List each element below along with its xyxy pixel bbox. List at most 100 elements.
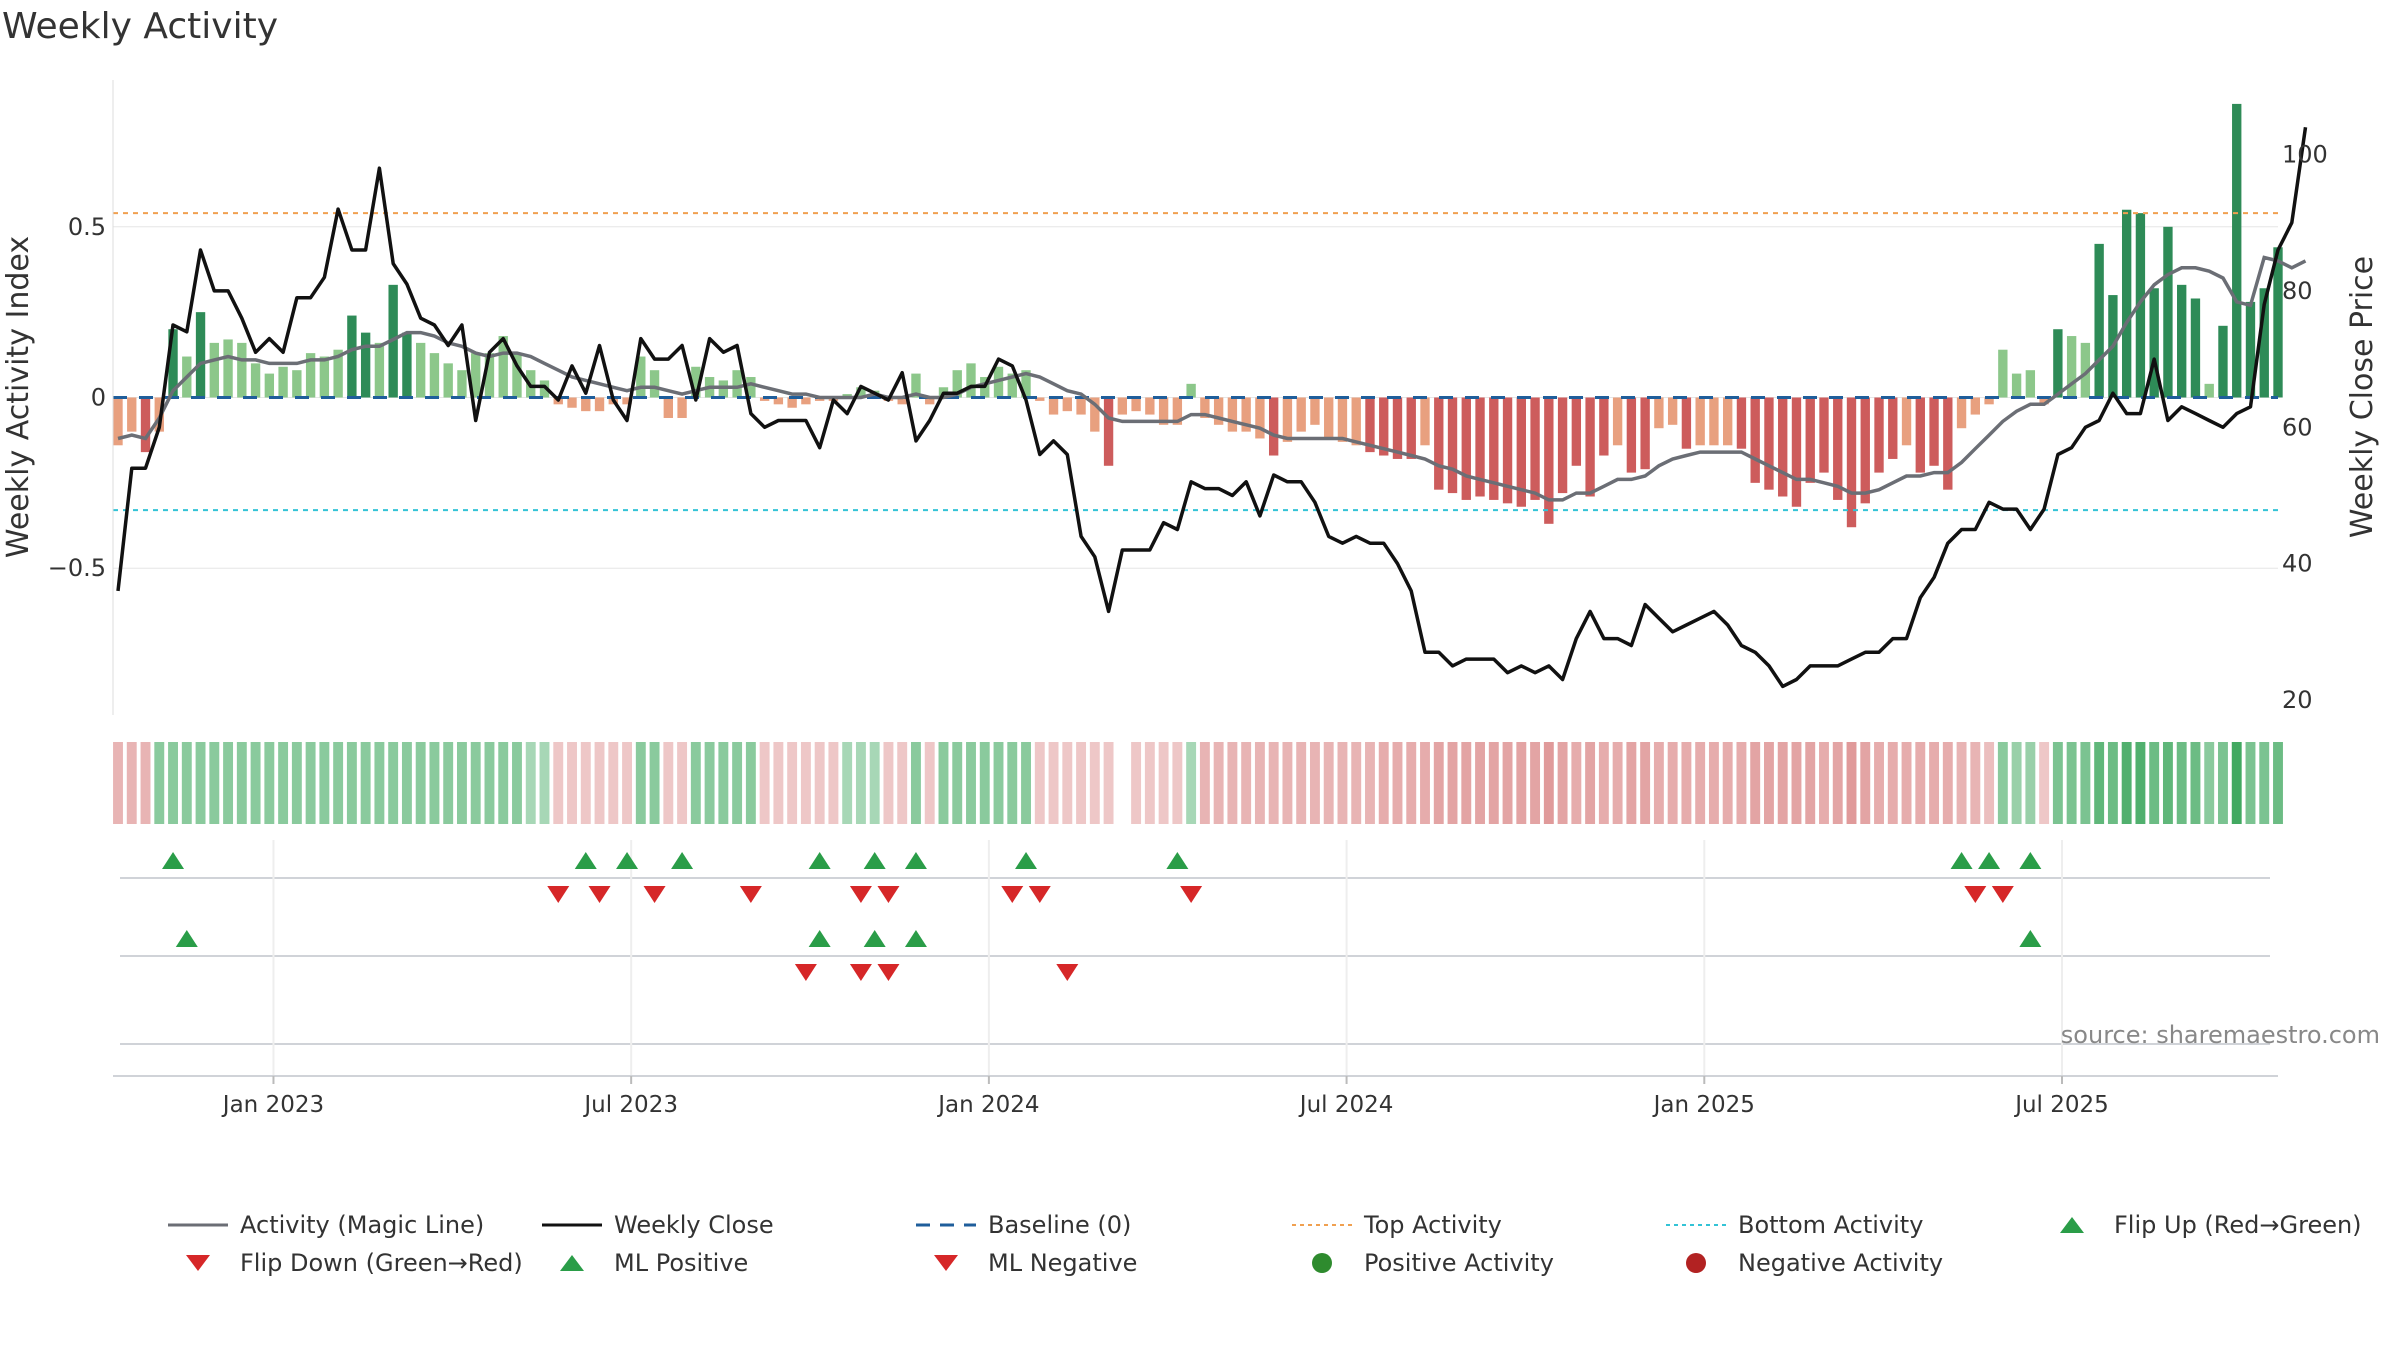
activity-strip-cell: [1392, 742, 1403, 824]
activity-bar: [1048, 397, 1059, 415]
activity-bar: [1640, 397, 1650, 470]
activity-bar: [2011, 373, 2022, 398]
activity-strip-cell: [1296, 742, 1307, 824]
ml-positive-icon: [540, 1251, 604, 1275]
activity-bar: [1365, 397, 1375, 453]
ml-positive-marker: [2019, 930, 2042, 947]
flip-up-icon: [2040, 1213, 2104, 1237]
activity-bar: [581, 397, 591, 412]
activity-bar: [512, 353, 522, 398]
activity-bar: [264, 373, 275, 398]
activity-bar: [801, 397, 811, 405]
activity-strip-cell: [1076, 742, 1087, 824]
activity-strip-cell: [223, 742, 234, 824]
activity-bar: [1406, 397, 1416, 459]
activity-strip-cell: [1475, 742, 1485, 824]
flip-up-marker: [2019, 852, 2042, 869]
activity-bar: [1667, 397, 1678, 425]
activity-bar: [1447, 397, 1458, 494]
activity-strip-cell: [966, 742, 976, 824]
activity-bar: [484, 353, 495, 398]
activity-bar: [374, 342, 385, 398]
activity-bar: [1943, 397, 1953, 490]
activity-strip-cell: [1420, 742, 1430, 824]
activity-bar: [856, 387, 866, 398]
activity-strip-cell: [1956, 742, 1967, 824]
activity-strip-cell: [1626, 742, 1637, 824]
activity-strip-cell: [745, 742, 756, 824]
x-tick-label: Jul 2023: [582, 1092, 678, 1118]
y-left-tick-label: 0.5: [68, 213, 106, 241]
activity-strip-cell: [525, 742, 536, 824]
activity-strip-cell: [1695, 742, 1706, 824]
activity-strip-cell: [264, 742, 275, 824]
activity-bar: [952, 370, 962, 398]
activity-bar: [1131, 397, 1141, 412]
activity-bar: [1874, 397, 1884, 473]
activity-bar: [1076, 397, 1086, 415]
activity-strip-cell: [498, 742, 509, 824]
y-left-axis-title: Weekly Activity Index: [1, 236, 36, 558]
activity-bar: [2259, 288, 2269, 398]
activity-strip-cell: [1667, 742, 1678, 824]
activity-bar: [2053, 329, 2063, 398]
activity-strip-cell: [2245, 742, 2256, 824]
activity-strip-cell: [1708, 742, 1719, 824]
activity-bar: [1172, 397, 1183, 425]
activity-bar: [1310, 397, 1320, 425]
activity-strip-cell: [512, 742, 522, 824]
activity-strip-cell: [470, 742, 481, 824]
activity-bar: [1062, 397, 1072, 412]
activity-strip-cell: [168, 742, 178, 824]
activity-bar: [1805, 397, 1815, 483]
activity-bar: [443, 363, 453, 398]
activity-bar: [402, 332, 412, 398]
x-tick-label: Jan 2024: [936, 1092, 1039, 1118]
activity-bar: [1750, 397, 1760, 483]
weekly-activity-chart: 0.5 0 −0.5 100 80 60 40 20 Weekly Activity Index…: [1, 80, 2380, 1118]
activity-strip: [113, 742, 2283, 824]
activity-bar: [1571, 397, 1582, 466]
activity-bar: [2218, 325, 2228, 398]
activity-bar: [1434, 397, 1444, 490]
activity-bar: [746, 377, 756, 398]
activity-strip-cell: [897, 742, 908, 824]
flip-up-marker: [863, 852, 886, 869]
activity-strip-cell: [1722, 742, 1733, 824]
activity-strip-cell: [2162, 742, 2173, 824]
legend-magic-line-label: Activity (Magic Line): [240, 1211, 485, 1239]
activity-strip-cell: [154, 742, 165, 824]
activity-strip-cell: [2218, 742, 2228, 824]
legend-flip-up-label: Flip Up (Red→Green): [2114, 1211, 2362, 1239]
activity-bar: [2163, 226, 2173, 398]
activity-strip-cell: [429, 742, 440, 824]
activity-strip-cell: [1282, 742, 1293, 824]
activity-strip-cell: [814, 742, 825, 824]
activity-bar: [1227, 397, 1238, 432]
activity-bar: [1599, 397, 1609, 456]
activity-bar: [1489, 397, 1499, 500]
activity-strip-cell: [1378, 742, 1389, 824]
activity-bar: [1929, 397, 1939, 466]
ml-positive-marker: [175, 930, 198, 947]
source-label: source: sharemaestro.com: [2061, 1021, 2380, 1049]
activity-bar: [691, 366, 701, 398]
activity-bar: [1764, 397, 1774, 490]
activity-bar: [498, 336, 508, 398]
activity-strip-cell: [1268, 742, 1279, 824]
activity-strip-cell: [1984, 742, 1995, 824]
activity-bar: [2273, 247, 2283, 398]
activity-bar: [1626, 397, 1637, 473]
flip-up-marker: [671, 852, 694, 869]
activity-bar: [787, 397, 797, 408]
activity-strip-cell: [911, 742, 921, 824]
y-right-tick-label: 100: [2282, 141, 2328, 169]
activity-strip-cell: [1502, 742, 1513, 824]
activity-strip-cell: [2204, 742, 2215, 824]
activity-bar: [1461, 397, 1471, 500]
activity-bar: [1846, 397, 1857, 528]
flip-down-icon: [166, 1251, 230, 1275]
activity-strip-cell: [360, 742, 371, 824]
activity-bar: [1791, 397, 1802, 507]
activity-bar: [1103, 397, 1114, 466]
